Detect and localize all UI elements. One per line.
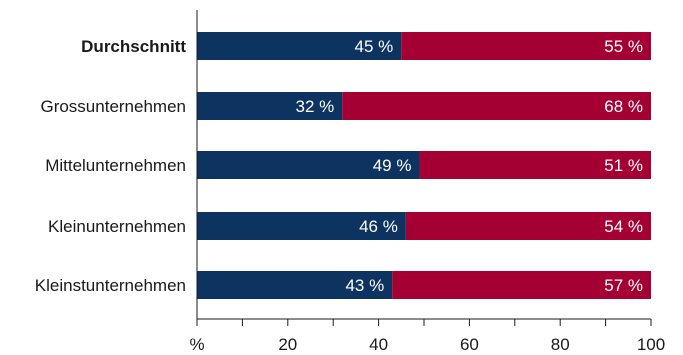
bar-segment-2-row-3	[419, 151, 651, 179]
x-tick-label-40: 40	[369, 335, 388, 354]
data-label-1-row-3: 49 %	[373, 156, 412, 175]
data-label-1-row-2: 32 %	[296, 97, 335, 116]
x-tick-label-60: 60	[460, 335, 479, 354]
data-label-2-row-1: 55 %	[604, 37, 643, 56]
bar-segment-1-row-2	[197, 92, 343, 120]
data-label-1-row-5: 43 %	[345, 276, 384, 295]
data-label-1-row-1: 45 %	[355, 37, 394, 56]
category-label-row-5: Kleinstunternehmen	[35, 276, 186, 295]
bar-segment-1-row-3	[197, 151, 420, 179]
bar-segment-1-row-5	[197, 271, 393, 299]
bar-segment-2-row-5	[392, 271, 651, 299]
bar-segment-2-row-1	[401, 32, 651, 60]
data-label-1-row-4: 46 %	[359, 217, 398, 236]
bars-group: 45 % 55 % 32 % 68 % 49 % 51 % 46 % 54 % 43 % 57 %	[197, 32, 651, 299]
data-label-2-row-5: 57 %	[604, 276, 643, 295]
data-label-2-row-2: 68 %	[604, 97, 643, 116]
axes-group: % 20 40 60 80 100	[189, 10, 665, 354]
bar-segment-1-row-1	[197, 32, 402, 60]
bar-segment-2-row-4	[405, 212, 651, 240]
bar-segment-1-row-4	[197, 212, 406, 240]
x-tick-label-0: %	[189, 335, 204, 354]
bar-segment-2-row-2	[342, 92, 651, 120]
category-label-row-3: Mittelunternehmen	[45, 156, 186, 175]
x-tick-label-100: 100	[637, 335, 665, 354]
category-label-row-1: Durchschnitt	[81, 37, 186, 56]
data-label-2-row-4: 54 %	[604, 217, 643, 236]
category-label-row-2: Grossunternehmen	[40, 97, 186, 116]
category-label-row-4: Kleinunternehmen	[48, 217, 186, 236]
x-tick-label-80: 80	[551, 335, 570, 354]
x-tick-label-20: 20	[278, 335, 297, 354]
data-label-2-row-3: 51 %	[604, 156, 643, 175]
category-labels-group: Durchschnitt Grossunternehmen Mitteluntern…	[35, 37, 187, 295]
